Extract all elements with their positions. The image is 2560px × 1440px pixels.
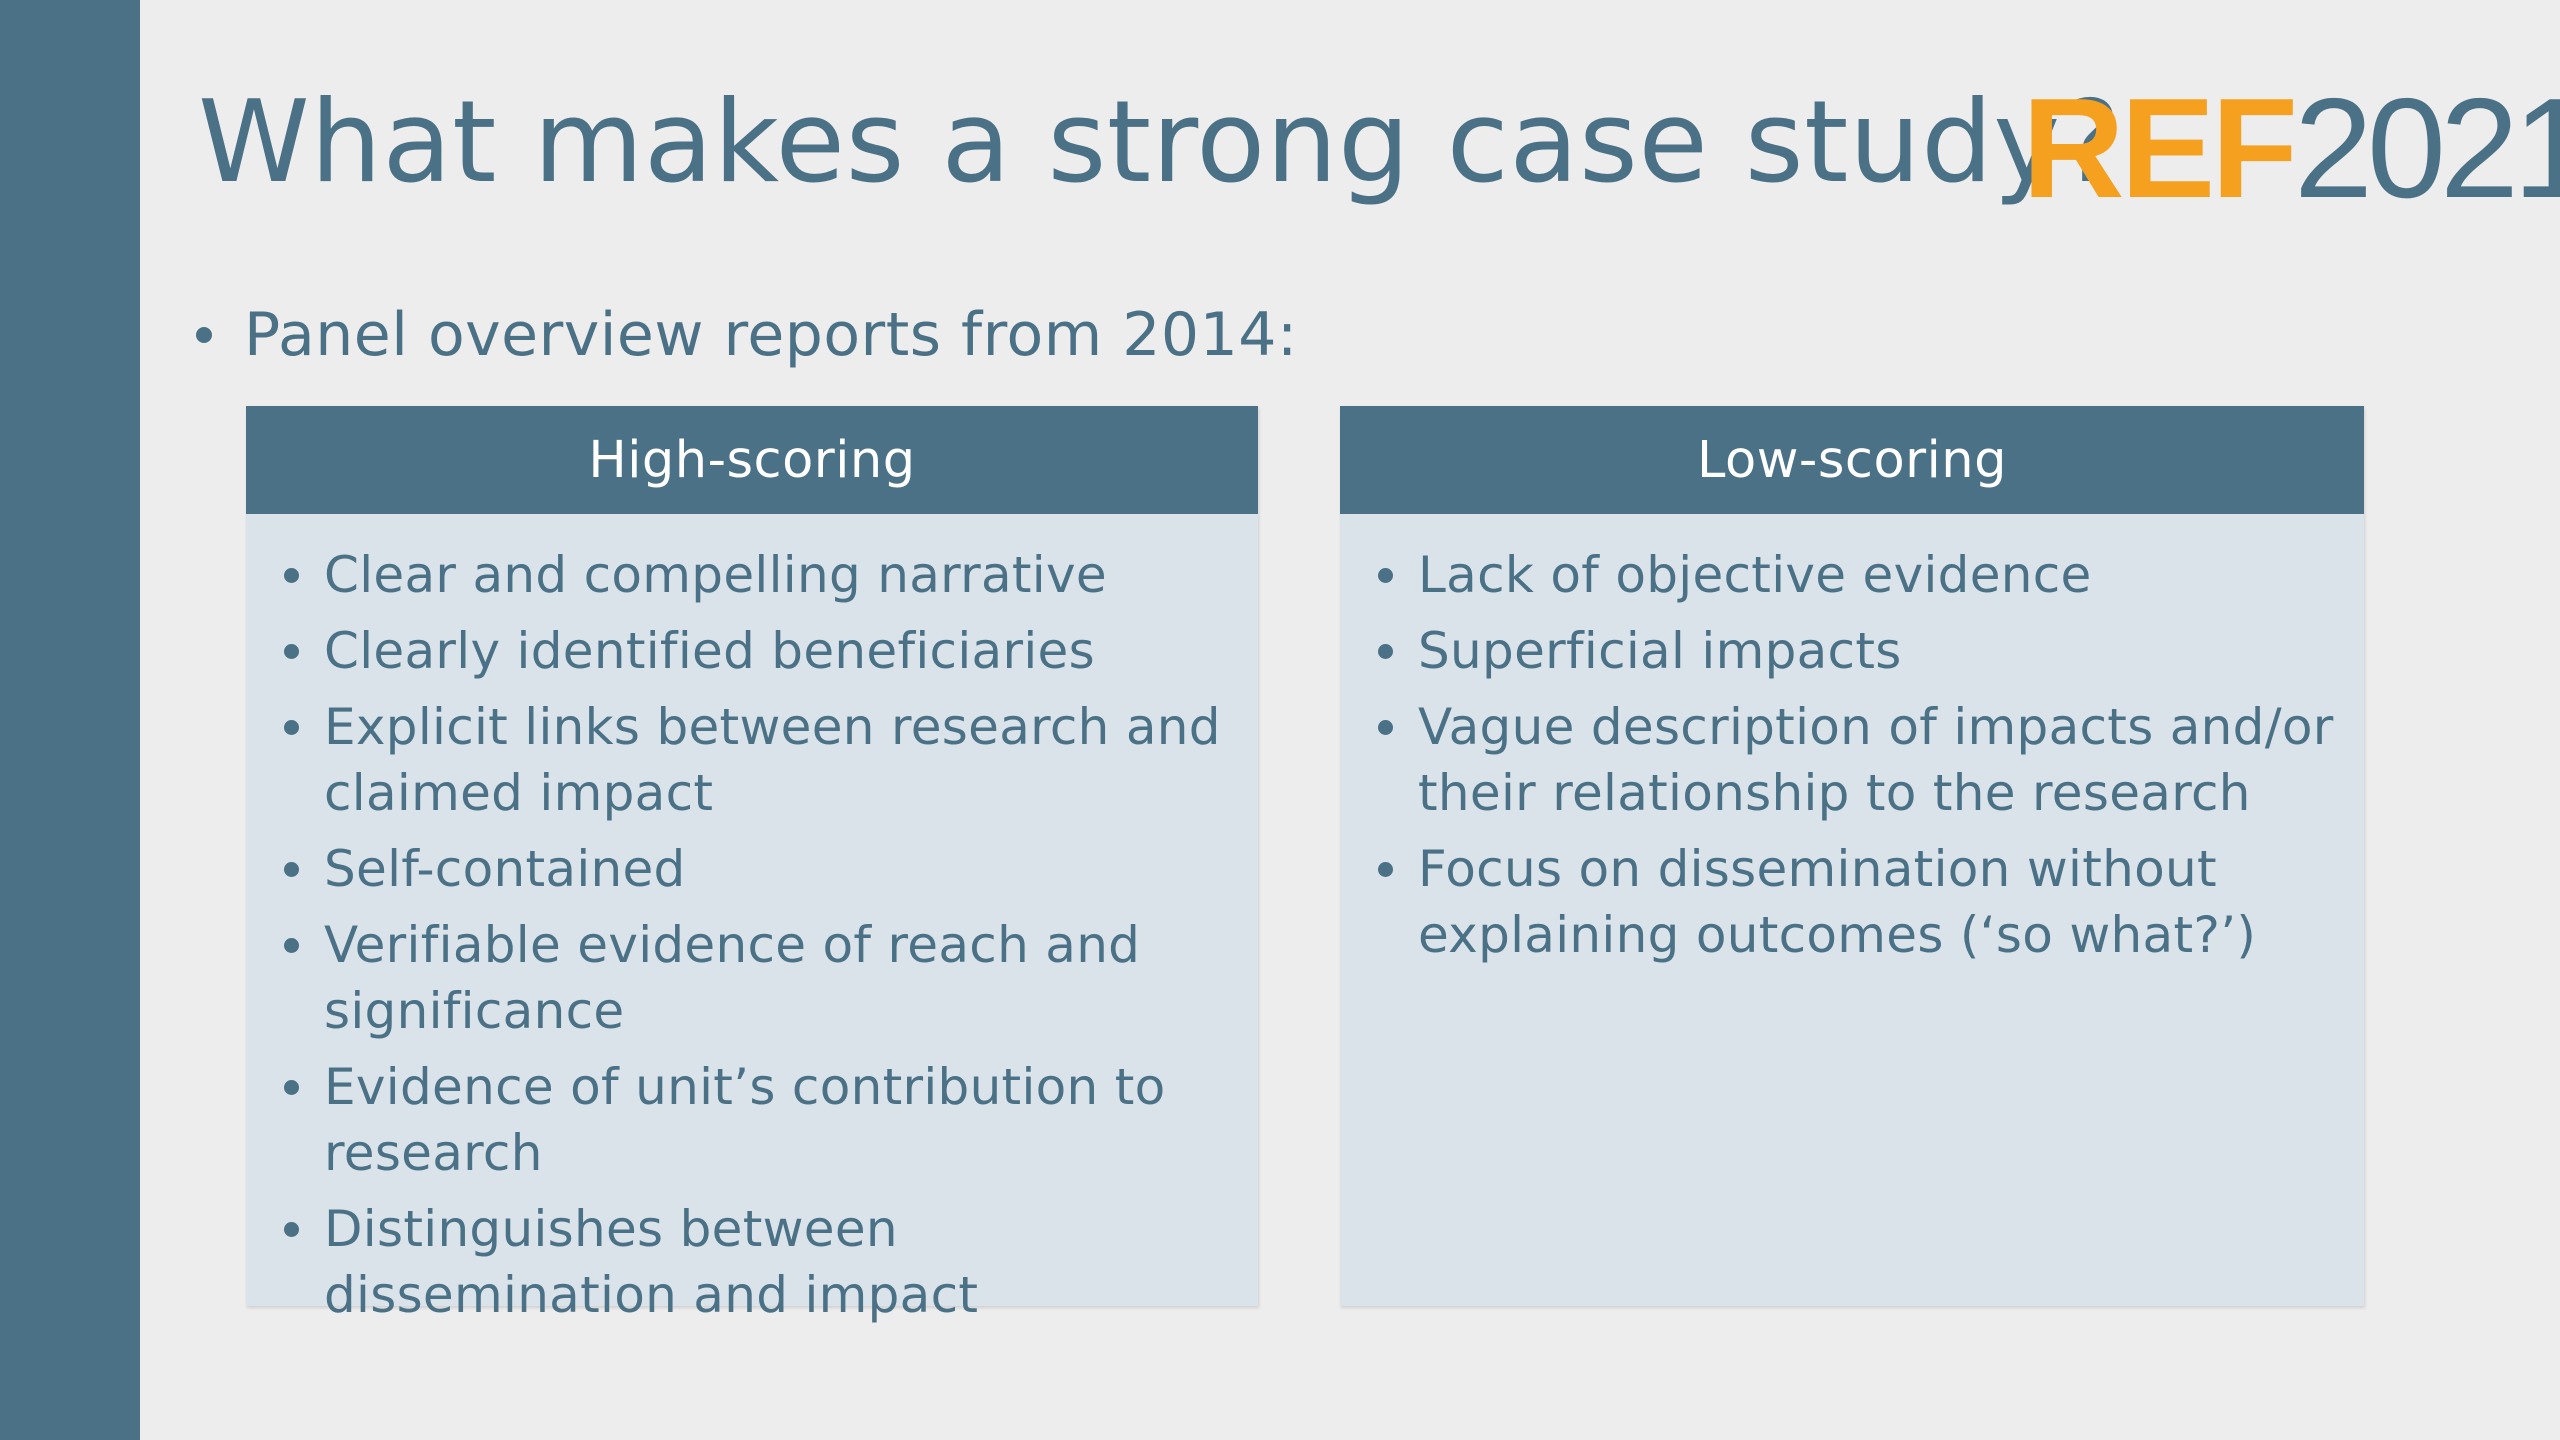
list-item: Explicit links between research and clai…	[284, 694, 1238, 826]
side-accent-bar	[0, 0, 140, 1440]
intro-text: Panel overview reports from 2014:	[244, 300, 1298, 370]
bullet-icon	[196, 327, 212, 343]
high-scoring-panel: High-scoring Clear and compelling narrat…	[246, 406, 1258, 1324]
list-item: Evidence of unit’s contribution to resea…	[284, 1054, 1238, 1186]
list-item: Superficial impacts	[1378, 618, 2344, 684]
low-scoring-panel: Low-scoring Lack of objective evidence S…	[1340, 406, 2364, 1306]
logo-year-text: 2021	[2294, 69, 2560, 228]
slide-title: What makes a strong case study?	[198, 76, 2122, 208]
list-item: Self-contained	[284, 836, 1238, 902]
ref2021-logo: REF2021	[2022, 78, 2560, 220]
logo-ref-text: REF	[2022, 69, 2298, 228]
low-scoring-header: Low-scoring	[1340, 406, 2364, 514]
list-item: Distinguishes between dissemination and …	[284, 1196, 1238, 1328]
list-item: Lack of objective evidence	[1378, 542, 2344, 608]
list-item: Vague description of impacts and/or thei…	[1378, 694, 2344, 826]
list-item: Clearly identified beneficiaries	[284, 618, 1238, 684]
list-item: Focus on dissemination without explainin…	[1378, 836, 2344, 968]
list-item: Verifiable evidence of reach and signifi…	[284, 912, 1238, 1044]
intro-bullet: Panel overview reports from 2014:	[196, 300, 1298, 370]
high-scoring-header: High-scoring	[246, 406, 1258, 514]
high-scoring-list: Clear and compelling narrative Clearly i…	[246, 514, 1258, 1328]
list-item: Clear and compelling narrative	[284, 542, 1238, 608]
low-scoring-list: Lack of objective evidence Superficial i…	[1340, 514, 2364, 968]
